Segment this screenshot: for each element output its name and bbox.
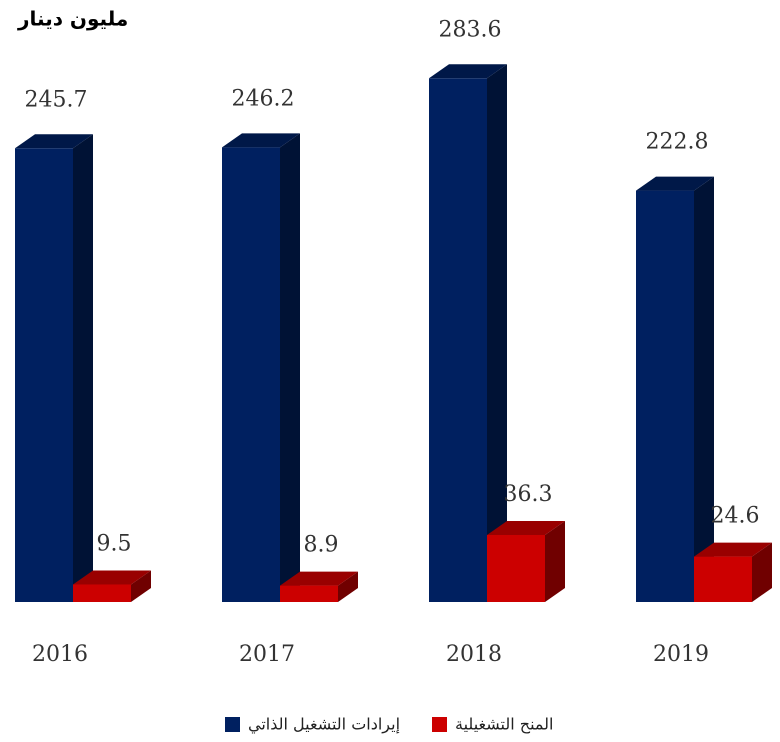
- bar-top: [222, 133, 300, 148]
- bar: [15, 148, 73, 603]
- bar-side: [280, 133, 300, 603]
- bar-top: [280, 571, 358, 586]
- bar-side: [487, 64, 507, 602]
- value-label: 8.9: [304, 533, 339, 558]
- legend-swatch: [225, 717, 240, 732]
- value-label: 222.8: [646, 130, 709, 155]
- value-label: 9.5: [97, 531, 132, 556]
- value-label: 283.6: [439, 17, 502, 42]
- bar-side: [73, 134, 93, 603]
- bar: [73, 584, 131, 602]
- bar-top: [636, 176, 714, 191]
- bar-top: [487, 520, 565, 535]
- bar: [636, 190, 694, 602]
- bar: [280, 585, 338, 602]
- x-tick-label: 2018: [446, 642, 502, 667]
- value-label: 36.3: [504, 482, 553, 507]
- unit-label: مليون دينار: [17, 7, 128, 31]
- bar-top: [429, 64, 507, 79]
- value-label: 246.2: [232, 86, 295, 111]
- legend-label: إيرادات التشغيل الذاتي: [248, 715, 400, 735]
- legend-swatch: [432, 717, 447, 732]
- bar-top: [694, 542, 772, 557]
- bar: [222, 147, 280, 603]
- bar-top: [73, 570, 151, 585]
- bar-side: [131, 570, 151, 602]
- bar-side: [545, 520, 565, 602]
- bar-top: [15, 134, 93, 149]
- x-tick-label: 2017: [239, 642, 295, 667]
- bar-side: [752, 542, 772, 602]
- bar: [694, 556, 752, 602]
- value-label: 245.7: [25, 87, 88, 112]
- bar-side: [694, 176, 714, 602]
- bar-side: [338, 571, 358, 602]
- x-tick-label: 2016: [32, 642, 88, 667]
- x-tick-label: 2019: [653, 642, 709, 667]
- bar: [487, 534, 545, 602]
- legend-label: المنح التشغيلية: [455, 715, 553, 735]
- value-label: 24.6: [711, 504, 760, 529]
- bar: [429, 78, 487, 602]
